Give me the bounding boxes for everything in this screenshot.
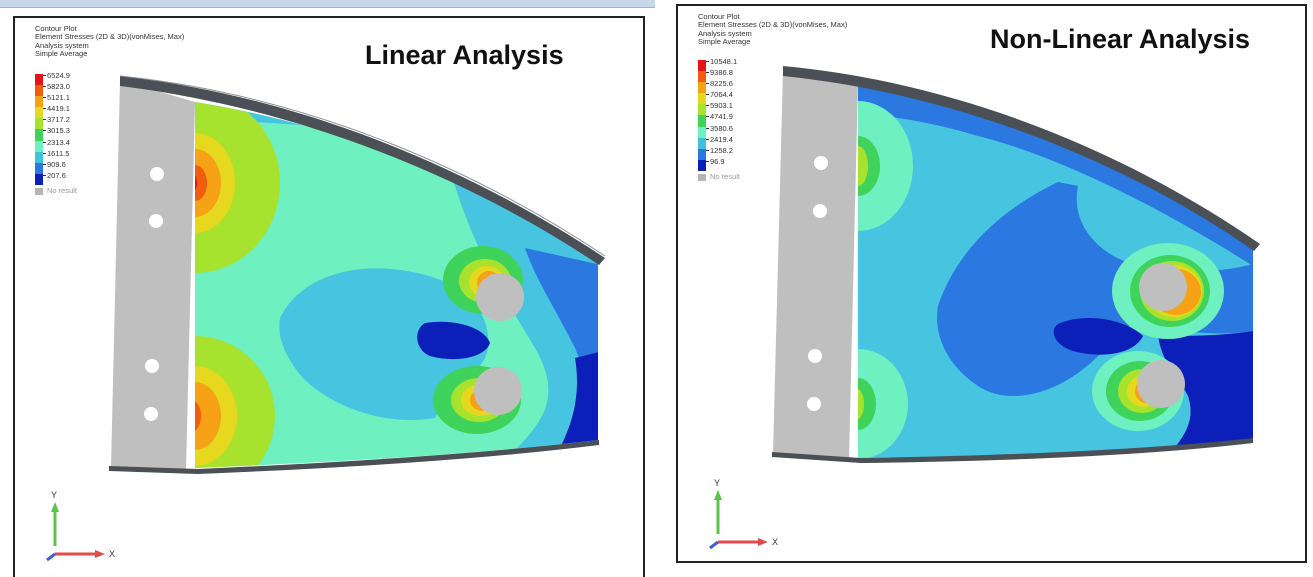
x-axis-label: X <box>109 549 115 559</box>
y-axis-label: Y <box>51 490 57 500</box>
coordinate-triad: Y X <box>46 490 115 562</box>
legend-value: 7064.4 <box>706 90 733 100</box>
no-result-label: No result <box>47 185 78 195</box>
legend-value: 207.6 <box>43 170 66 180</box>
legend-swatch <box>35 118 43 130</box>
legend-swatch <box>698 60 706 72</box>
header-line: Analysis system <box>35 40 89 50</box>
legend-swatch <box>35 187 43 195</box>
legend-value: 4741.9 <box>706 112 733 122</box>
linear-analysis-panel: Contour Plot Element Stresses (2D & 3D)(… <box>13 16 645 577</box>
legend-swatch <box>35 173 43 185</box>
legend-swatch <box>35 74 43 86</box>
header-line: Element Stresses (2D & 3D)(vonMises, Max… <box>35 32 185 42</box>
panel-title: Non-Linear Analysis <box>990 24 1251 54</box>
legend-swatch <box>35 129 43 141</box>
legend-value: 3717.2 <box>43 115 70 125</box>
legend-value: 2419.4 <box>706 134 733 144</box>
legend-swatch <box>698 137 706 149</box>
legend-value: 8225.6 <box>706 79 733 89</box>
non-linear-analysis-panel: Contour Plot Element Stresses (2D & 3D)(… <box>676 4 1307 563</box>
contour-plot-header: Contour Plot Element Stresses (2D & 3D)(… <box>35 24 185 58</box>
header-line: Simple Average <box>35 48 88 58</box>
legend-value: 3015.3 <box>43 126 70 136</box>
y-axis-label: Y <box>714 478 720 488</box>
coordinate-triad: Y X <box>709 478 778 550</box>
header-line: Element Stresses (2D & 3D)(vonMises, Max… <box>698 20 848 30</box>
contour-plot-header: Contour Plot Element Stresses (2D & 3D)(… <box>698 12 848 46</box>
legend-swatch <box>35 96 43 108</box>
legend-swatch <box>698 148 706 160</box>
legend-swatch <box>698 71 706 83</box>
legend-swatch <box>698 93 706 105</box>
legend-swatch <box>698 104 706 116</box>
legend-swatch <box>698 126 706 138</box>
header-line: Contour Plot <box>35 24 77 33</box>
legend-value: 1258.2 <box>706 145 733 155</box>
legend-value: 6524.9 <box>43 71 70 80</box>
legend-swatch <box>698 173 706 181</box>
legend-value: 5823.0 <box>43 82 70 92</box>
non-linear-stress-contour-plot <box>772 66 1260 463</box>
legend-value: 9386.8 <box>706 68 733 78</box>
legend-value: 5903.1 <box>706 101 733 111</box>
legend-value: 2313.4 <box>43 137 70 147</box>
legend-value: 909.6 <box>43 159 66 169</box>
panel-title: Linear Analysis <box>365 40 564 70</box>
legend-swatch <box>698 159 706 171</box>
legend-value: 3580.6 <box>706 123 733 133</box>
header-line: Contour Plot <box>698 12 740 21</box>
x-axis-label: X <box>772 537 778 547</box>
no-result-label: No result <box>710 171 741 181</box>
legend-value: 10548.1 <box>705 57 738 66</box>
legend-swatch <box>35 162 43 174</box>
legend-value: 4419.1 <box>43 104 70 114</box>
legend-swatch <box>35 85 43 97</box>
linear-stress-contour-plot <box>109 75 606 474</box>
legend-value: 5121.1 <box>43 93 70 103</box>
legend-swatch <box>35 140 43 152</box>
legend-swatch <box>35 151 43 163</box>
legend-value: 1611.5 <box>42 148 70 158</box>
header-line: Analysis system <box>698 28 752 38</box>
legend-swatch <box>698 82 706 94</box>
header-line: Simple Average <box>698 36 751 46</box>
legend-swatch <box>698 115 706 127</box>
legend-value: 96.9 <box>706 156 725 166</box>
window-top-strip <box>0 0 655 8</box>
legend-swatch <box>35 107 43 119</box>
